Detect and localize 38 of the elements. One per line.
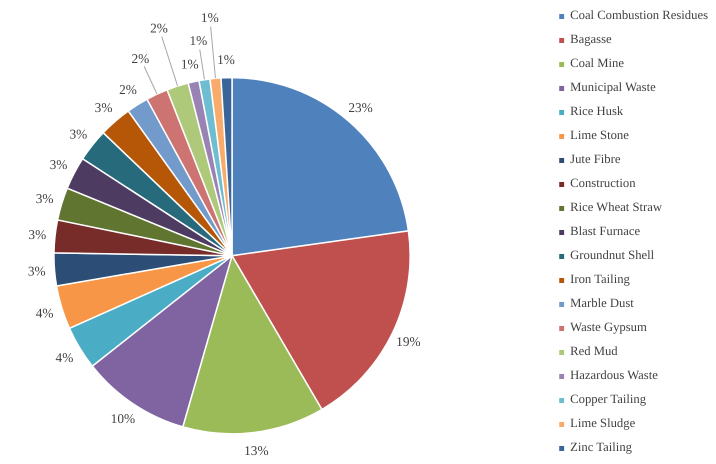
data-label: 13%: [244, 442, 269, 458]
data-label: 4%: [36, 305, 54, 320]
legend-label: Coal Combustion Residues: [570, 8, 708, 23]
legend-label: Coal Mine: [570, 56, 624, 71]
data-label: 1%: [190, 33, 208, 48]
data-label: 2%: [119, 82, 137, 97]
legend-label: Rice Wheat Straw: [570, 200, 662, 215]
legend-label: Iron Tailing: [570, 272, 630, 287]
data-label: 3%: [50, 157, 68, 172]
legend-label: Groundnut Shell: [570, 248, 654, 263]
legend-label: Construction: [570, 176, 636, 191]
legend-label: Zinc Tailing: [570, 440, 632, 455]
legend-label: Bagasse: [570, 32, 612, 47]
data-label: 4%: [56, 350, 74, 365]
data-label: 10%: [110, 411, 136, 426]
data-label: 1%: [180, 56, 199, 72]
data-label: 3%: [36, 191, 54, 206]
legend-label: Jute Fibre: [570, 152, 620, 167]
data-label: 3%: [94, 100, 112, 116]
data-label: 1%: [200, 10, 219, 26]
data-label: 1%: [217, 52, 235, 67]
data-label: 19%: [396, 334, 421, 349]
legend-label: Rice Husk: [570, 104, 624, 119]
legend-label: Hazardous Waste: [570, 368, 658, 383]
data-label: 3%: [28, 263, 46, 278]
legend-label: Waste Gypsum: [570, 320, 647, 335]
data-label: 2%: [131, 50, 150, 66]
legend-label: Municipal Waste: [570, 80, 656, 95]
legend-label: Blast Furnace: [570, 224, 640, 239]
data-label: 23%: [348, 100, 373, 116]
legend-label: Red Mud: [570, 344, 618, 359]
data-label: 3%: [28, 226, 46, 242]
legend-label: Lime Stone: [570, 128, 629, 143]
legend-label: Copper Tailing: [570, 392, 646, 407]
legend-label: Lime Sludge: [570, 416, 636, 431]
data-label: 2%: [150, 20, 168, 36]
legend-label: Marble Dust: [570, 296, 634, 311]
data-label: 3%: [69, 126, 88, 142]
